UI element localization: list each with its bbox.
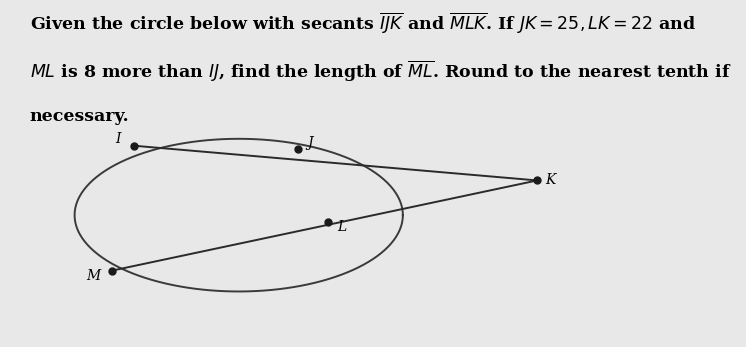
- Text: L: L: [337, 220, 346, 234]
- Text: K: K: [545, 173, 556, 187]
- Text: M: M: [86, 269, 101, 283]
- Text: I: I: [115, 133, 121, 146]
- Text: J: J: [307, 136, 313, 150]
- Text: Given the circle below with secants $\overline{IJK}$ and $\overline{MLK}$. If $J: Given the circle below with secants $\ov…: [30, 10, 696, 36]
- Text: $ML$ is 8 more than $IJ$, find the length of $\overline{ML}$. Round to the neare: $ML$ is 8 more than $IJ$, find the lengt…: [30, 59, 731, 84]
- Text: necessary.: necessary.: [30, 108, 130, 125]
